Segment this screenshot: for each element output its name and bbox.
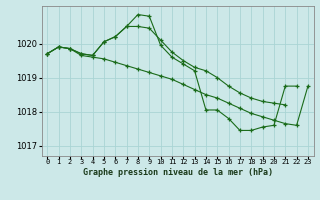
X-axis label: Graphe pression niveau de la mer (hPa): Graphe pression niveau de la mer (hPa) (83, 168, 273, 177)
